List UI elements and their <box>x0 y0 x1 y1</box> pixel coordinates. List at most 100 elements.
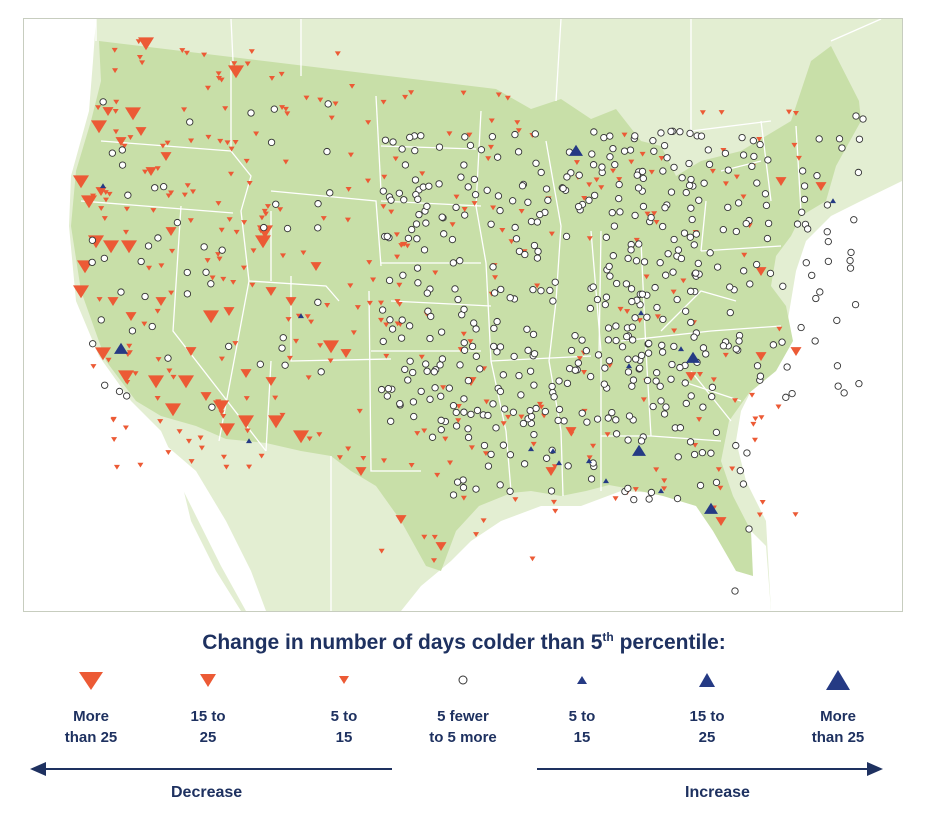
no-change-marker <box>492 424 500 432</box>
no-change-marker <box>530 241 539 250</box>
state-borders <box>80 19 882 611</box>
decrease-marker <box>431 534 438 540</box>
decrease-marker <box>158 263 165 269</box>
no-change-marker <box>616 208 624 216</box>
decrease-marker <box>155 357 162 362</box>
decrease-marker <box>621 132 628 138</box>
decrease-marker <box>185 347 197 356</box>
no-change-marker <box>562 232 571 241</box>
no-change-marker <box>600 380 608 388</box>
no-change-marker <box>804 225 812 233</box>
no-change-marker <box>515 371 523 380</box>
decrease-marker <box>115 137 127 146</box>
no-change-marker <box>674 246 683 254</box>
decrease-marker <box>421 428 428 434</box>
decrease-marker <box>243 396 250 401</box>
no-change-marker <box>636 364 644 372</box>
no-change-marker <box>756 140 764 149</box>
increase-marker <box>298 313 304 319</box>
no-change-marker <box>840 389 848 397</box>
no-change-marker <box>850 216 858 224</box>
decrease-marker <box>776 326 783 332</box>
no-change-marker <box>542 185 551 193</box>
decrease-marker <box>380 99 387 105</box>
no-change-marker <box>583 418 591 426</box>
no-change-marker <box>461 211 469 219</box>
decrease-marker <box>232 341 239 346</box>
decrease-marker <box>118 370 134 384</box>
no-change-marker <box>676 424 685 432</box>
no-change-marker <box>732 441 740 450</box>
no-change-marker <box>506 487 514 495</box>
no-change-marker <box>620 147 629 155</box>
decrease-marker <box>111 47 118 53</box>
no-change-marker <box>707 449 715 457</box>
no-change-marker <box>128 327 137 335</box>
no-change-marker <box>851 300 860 309</box>
no-change-marker <box>496 206 504 215</box>
decrease-marker <box>103 240 119 254</box>
decrease-marker <box>515 128 522 134</box>
no-change-marker <box>200 243 208 251</box>
no-change-marker <box>686 438 695 446</box>
no-change-marker <box>398 145 406 153</box>
no-change-marker <box>461 133 469 141</box>
no-change-marker <box>589 283 597 291</box>
decrease-marker <box>293 338 300 344</box>
no-change-marker <box>629 336 637 344</box>
no-change-marker <box>451 285 459 293</box>
no-change-marker <box>527 412 536 421</box>
triangle-down-small-icon <box>339 676 349 684</box>
no-change-marker <box>550 393 558 401</box>
no-change-marker <box>632 355 640 363</box>
decrease-marker <box>121 143 128 149</box>
decrease-marker <box>327 358 334 364</box>
legend-item-more-than-25-increase: More than 25 <box>783 668 893 748</box>
decrease-marker <box>347 152 354 158</box>
decrease-marker <box>504 95 511 101</box>
no-change-marker <box>571 332 579 340</box>
no-change-marker <box>588 150 596 158</box>
no-change-marker <box>661 204 669 212</box>
decrease-marker <box>303 95 310 101</box>
decrease-marker <box>755 267 767 276</box>
no-change-marker <box>708 392 716 401</box>
increase-marker <box>626 363 632 369</box>
decrease-marker <box>551 464 558 470</box>
no-change-marker <box>838 144 846 152</box>
decrease-marker <box>680 278 687 284</box>
no-change-marker <box>460 346 469 354</box>
no-change-marker <box>411 176 420 184</box>
no-change-marker <box>631 314 639 322</box>
decrease-marker <box>408 90 415 96</box>
no-change-marker <box>490 342 498 351</box>
decrease-marker <box>644 211 651 217</box>
decrease-marker <box>145 167 157 176</box>
no-change-marker <box>762 201 771 210</box>
decrease-marker <box>740 194 747 200</box>
no-change-marker <box>477 146 486 154</box>
no-change-marker <box>622 280 631 288</box>
no-change-marker <box>435 143 444 151</box>
increase-marker <box>603 478 609 484</box>
decrease-marker <box>101 216 108 221</box>
no-change-marker <box>761 190 770 198</box>
decrease-marker <box>336 455 343 461</box>
decrease-marker <box>141 321 148 327</box>
decrease-marker <box>370 277 377 283</box>
triangle-up-small-icon <box>577 676 587 684</box>
decrease-marker <box>166 368 173 374</box>
no-change-marker <box>678 174 686 182</box>
no-change-marker <box>667 127 675 136</box>
no-change-marker <box>632 257 641 265</box>
decrease-marker <box>272 395 279 401</box>
decrease-marker <box>586 455 593 461</box>
decrease-marker <box>310 262 322 271</box>
no-change-marker <box>713 263 722 271</box>
decrease-marker <box>755 352 767 361</box>
no-change-marker <box>387 417 395 425</box>
decrease-marker <box>139 60 146 66</box>
no-change-marker <box>511 223 519 232</box>
no-change-marker <box>324 100 332 108</box>
decrease-marker <box>396 282 403 288</box>
